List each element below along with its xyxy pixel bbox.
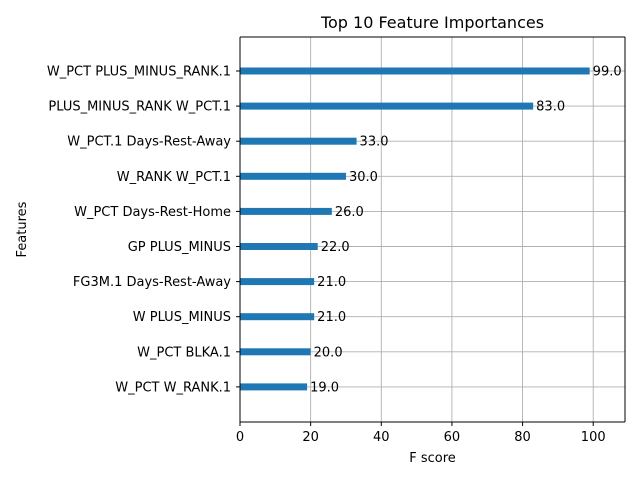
bar-value-label: 21.0 [317, 275, 346, 290]
bar [240, 243, 318, 250]
bar-value-label: 99.0 [593, 65, 622, 80]
y-tick-label: W PLUS_MINUS [133, 310, 231, 325]
bar [240, 278, 315, 286]
bar-value-label: 20.0 [314, 345, 343, 360]
y-axis-label: Features [15, 201, 30, 257]
x-axis-label: F score [409, 451, 456, 466]
y-tick-label: FG3M.1 Days-Rest-Away [73, 275, 231, 290]
bar-value-label: 19.0 [310, 380, 339, 395]
bar [240, 207, 332, 215]
bar [240, 313, 315, 321]
x-tick-label: 0 [236, 430, 244, 445]
y-tick-label: W_PCT PLUS_MINUS_RANK.1 [47, 65, 231, 80]
axes-layer: 0 20 40 60 80 100 W_PCT PLUS_MINUS_RANK.1 PLUS_… [47, 36, 626, 445]
chart-title: Top 10 Feature Importances [320, 13, 544, 32]
bar [240, 137, 357, 145]
bar [240, 67, 590, 75]
bar-value-label: 33.0 [360, 135, 389, 150]
bar-value-label: 22.0 [321, 240, 350, 255]
y-tick-label: GP PLUS_MINUS [128, 240, 231, 255]
y-tick-label: W_PCT BLKA.1 [137, 345, 231, 360]
x-tick-label: 80 [514, 430, 531, 445]
bar-value-label: 21.0 [317, 310, 346, 325]
x-tick-label: 100 [581, 430, 606, 445]
grid-layer [239, 37, 625, 422]
x-tick-label: 20 [302, 430, 319, 445]
bar-value-label: 30.0 [349, 170, 378, 185]
bar [240, 383, 308, 391]
bar-value-label: 83.0 [536, 100, 565, 115]
x-tick-label: 40 [373, 430, 390, 445]
y-tick-label: W_PCT W_RANK.1 [115, 380, 231, 395]
x-tick-label: 60 [444, 430, 461, 445]
y-tick-label: W_RANK W_PCT.1 [117, 170, 231, 185]
bar-value-label: 26.0 [335, 205, 364, 220]
y-tick-label: W_PCT Days-Rest-Home [74, 205, 231, 220]
y-tick-label: PLUS_MINUS_RANK W_PCT.1 [48, 100, 231, 115]
bar [240, 172, 346, 180]
bar [240, 348, 311, 356]
bar [240, 102, 534, 110]
bar-layer: 99.0 83.0 33.0 30.0 26.0 22.0 21.0 21.0 20.0 19.0 [240, 65, 622, 395]
y-tick-label: W_PCT.1 Days-Rest-Away [67, 135, 231, 150]
